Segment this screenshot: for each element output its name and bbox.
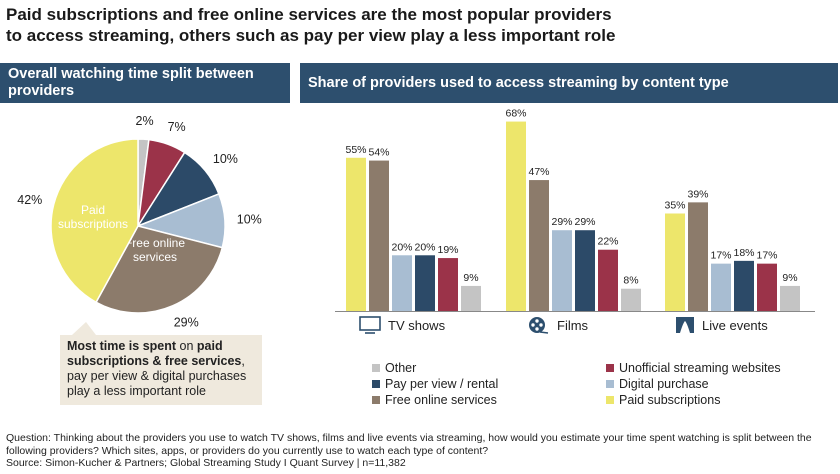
bar-other bbox=[780, 285, 800, 311]
legend-label: Paid subscriptions bbox=[619, 393, 721, 407]
pie-slice-paid bbox=[50, 138, 139, 304]
footnote-source: Source: Simon-Kucher & Partners; Global … bbox=[6, 457, 406, 469]
pie-value-label: 10% bbox=[213, 152, 238, 166]
pie-value-label: 2% bbox=[136, 114, 154, 128]
page-title: Paid subscriptions and free online servi… bbox=[6, 4, 826, 46]
legend-item-paid: Paid subscriptions bbox=[606, 392, 720, 408]
category-label: Films bbox=[557, 318, 589, 333]
bar-free bbox=[688, 202, 708, 311]
legend-swatch bbox=[606, 380, 614, 388]
legend-label: Other bbox=[385, 361, 417, 375]
bar-value-label: 29% bbox=[574, 216, 595, 228]
bar-unofficial bbox=[757, 263, 777, 311]
bar-panel-header: Share of providers used to access stream… bbox=[300, 63, 838, 103]
bar-value-label: 35% bbox=[664, 200, 685, 212]
bar-chart: 55% 54%20% 20% 19%9%68%47%29% 29%22%8%35%39%… bbox=[335, 108, 815, 334]
callout-text-2: , pay per view & digital purchases play … bbox=[67, 354, 247, 398]
legend-swatch bbox=[372, 396, 380, 404]
pie-value-label: 42% bbox=[17, 193, 42, 207]
pie-inner-label: Free online bbox=[125, 236, 185, 250]
bar-value-label: 8% bbox=[623, 275, 638, 287]
title-line-2: to access streaming, others such as pay … bbox=[6, 26, 616, 45]
pie-inner-label: subscriptions bbox=[58, 217, 128, 231]
legend-swatch bbox=[372, 364, 380, 372]
bar-digital bbox=[552, 230, 572, 311]
stage-icon bbox=[676, 317, 694, 333]
bar-other bbox=[461, 285, 481, 311]
legend-item-other: Other bbox=[372, 360, 416, 376]
footnote-question: Question: Thinking about the providers y… bbox=[6, 432, 812, 457]
callout-box: Most time is spent on paid subscriptions… bbox=[60, 335, 262, 405]
legend-item-free: Free online services bbox=[372, 392, 497, 408]
bar-value-label: 22% bbox=[597, 236, 618, 248]
bar-value-label: 29% bbox=[551, 216, 572, 228]
category-label: Live events bbox=[702, 318, 768, 333]
callout-text-1: on bbox=[176, 339, 197, 353]
pie-inner-label: services bbox=[133, 250, 177, 264]
legend-swatch bbox=[372, 380, 380, 388]
pie-value-label: 7% bbox=[168, 120, 186, 134]
bar-free bbox=[369, 160, 389, 311]
bar-digital bbox=[711, 263, 731, 311]
bar-paid bbox=[506, 121, 526, 311]
legend-label: Unofficial streaming websites bbox=[619, 361, 781, 375]
bar-value-label: 54% bbox=[368, 147, 389, 159]
legend-item-digital: Digital purchase bbox=[606, 376, 709, 392]
pie-panel-header: Overall watching time split between prov… bbox=[0, 63, 290, 103]
legend-label: Pay per view / rental bbox=[385, 377, 499, 391]
callout-bold-1: Most time is spent bbox=[67, 339, 177, 353]
bar-free bbox=[529, 180, 549, 311]
legend-label: Digital purchase bbox=[619, 377, 709, 391]
title-line-1: Paid subscriptions and free online servi… bbox=[6, 5, 612, 24]
film-reel-icon bbox=[529, 317, 549, 334]
legend-swatch bbox=[606, 396, 614, 404]
bar-other bbox=[621, 288, 641, 311]
bar-value-label: 17% bbox=[710, 250, 731, 262]
bar-paid bbox=[346, 157, 366, 311]
bar-ppv bbox=[575, 230, 595, 311]
bar-value-label: 55% bbox=[345, 144, 366, 156]
bar-value-label: 9% bbox=[463, 272, 478, 284]
bar-value-label: 19% bbox=[437, 244, 458, 256]
tv-icon bbox=[359, 316, 381, 334]
bar-digital bbox=[392, 255, 412, 311]
legend-item-unofficial: Unofficial streaming websites bbox=[606, 360, 781, 376]
callout-pointer bbox=[72, 322, 96, 335]
bar-value-label: 68% bbox=[505, 108, 526, 120]
bar-ppv bbox=[415, 255, 435, 311]
bar-value-label: 18% bbox=[733, 247, 754, 259]
bar-value-label: 20% bbox=[391, 241, 412, 253]
pie-inner-label: Paid bbox=[81, 203, 105, 217]
bar-chart-legend: Other Unofficial streaming websites Pay pe… bbox=[372, 360, 812, 408]
bar-value-label: 47% bbox=[528, 166, 549, 178]
bar-value-label: 20% bbox=[414, 241, 435, 253]
pie-value-label: 10% bbox=[237, 212, 262, 226]
bar-value-label: 17% bbox=[756, 250, 777, 262]
legend-label: Free online services bbox=[385, 393, 497, 407]
bar-value-label: 39% bbox=[687, 188, 708, 200]
bar-value-label: 9% bbox=[782, 272, 797, 284]
pie-value-label: 29% bbox=[174, 315, 199, 329]
category-label: TV shows bbox=[388, 318, 446, 333]
bar-unofficial bbox=[438, 258, 458, 311]
bar-ppv bbox=[734, 260, 754, 311]
legend-swatch bbox=[606, 364, 614, 372]
bar-unofficial bbox=[598, 249, 618, 311]
legend-item-ppv: Pay per view / rental bbox=[372, 376, 498, 392]
footnote: Question: Thinking about the providers y… bbox=[6, 432, 834, 470]
bar-paid bbox=[665, 213, 685, 311]
callout-bold-2: paid subscriptions & free services bbox=[67, 339, 242, 368]
pie-slice-free bbox=[95, 225, 224, 314]
